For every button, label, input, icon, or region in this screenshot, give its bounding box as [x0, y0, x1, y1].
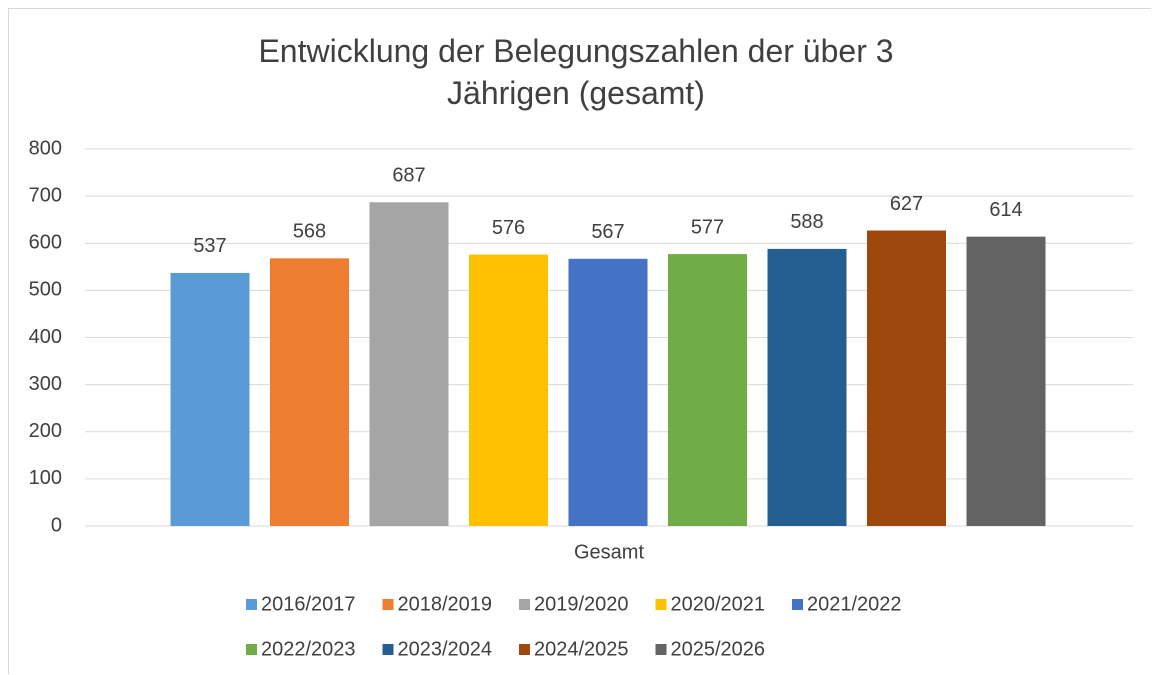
y-tick-label: 300 [29, 373, 62, 395]
legend-swatch [519, 599, 530, 610]
bar [867, 230, 946, 526]
y-tick-label: 0 [51, 514, 62, 536]
legend-swatch [246, 599, 257, 610]
data-label: 568 [293, 221, 326, 243]
legend-swatch [792, 599, 803, 610]
bar [568, 258, 648, 526]
data-label: 537 [193, 235, 226, 257]
data-label: 567 [591, 221, 624, 243]
bar [668, 254, 747, 526]
bar [270, 258, 349, 526]
legend-label: 2024/2025 [534, 638, 629, 660]
legend-swatch [655, 599, 667, 610]
bar [170, 272, 250, 526]
bar [469, 254, 548, 526]
y-tick-label: 100 [29, 467, 62, 489]
y-tick-label: 700 [29, 184, 62, 206]
data-label: 627 [890, 193, 923, 215]
legend-label: 2023/2024 [398, 638, 493, 660]
chart-title: Entwicklung der Belegungszahlen der über… [258, 33, 894, 111]
y-tick-label: 400 [29, 326, 62, 348]
legend-swatch [519, 644, 530, 655]
legend-label: 2016/2017 [261, 593, 356, 615]
legend-label: 2022/2023 [261, 638, 356, 660]
legend-swatch [246, 644, 257, 655]
chart-frame [8, 8, 1151, 674]
legend-swatch [655, 644, 667, 655]
legend-label: 2018/2019 [398, 593, 493, 615]
data-label: 687 [392, 165, 425, 187]
legend-label: 2021/2022 [807, 593, 902, 615]
bar [966, 236, 1046, 526]
data-label: 576 [492, 217, 525, 239]
legend-label: 2020/2021 [671, 593, 766, 615]
legend-swatch [382, 644, 394, 655]
legend-swatch [382, 599, 394, 610]
legend-label: 2019/2020 [534, 593, 629, 615]
bar [767, 248, 847, 526]
y-tick-label: 800 [29, 137, 62, 159]
y-tick-label: 500 [29, 279, 62, 301]
data-label: 577 [691, 216, 724, 238]
bar [369, 202, 449, 526]
y-tick-label: 200 [29, 420, 62, 442]
y-tick-label: 600 [29, 232, 62, 254]
x-tick-label: Gesamt [574, 541, 644, 563]
legend-label: 2025/2026 [671, 638, 766, 660]
data-label: 614 [989, 199, 1022, 221]
data-label: 588 [790, 211, 823, 233]
